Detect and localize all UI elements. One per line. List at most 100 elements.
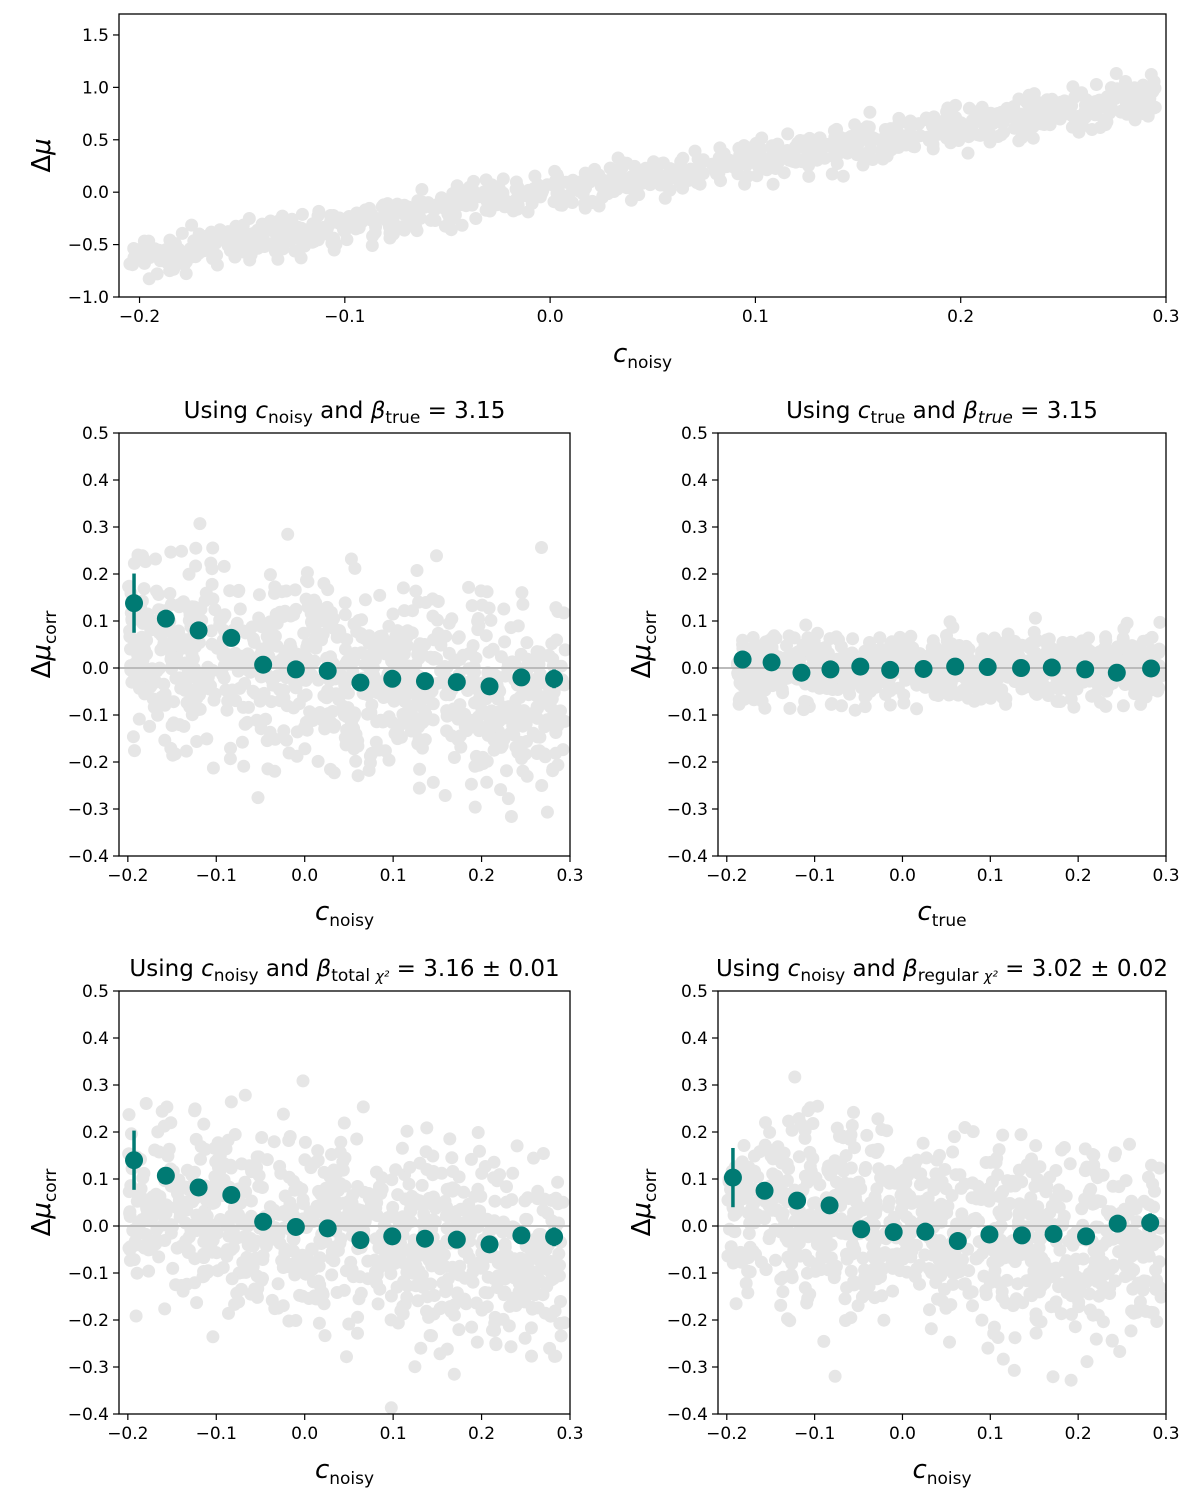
scatter-point <box>491 1269 505 1283</box>
scatter-point <box>906 650 920 664</box>
scatter-point <box>217 659 231 673</box>
scatter-point <box>522 183 535 197</box>
scatter-point <box>208 603 222 617</box>
scatter-point <box>166 1261 180 1275</box>
scatter-point <box>1105 1334 1119 1348</box>
scatter-point <box>440 1342 454 1356</box>
scatter-point <box>336 1155 350 1169</box>
scatter-point <box>1113 1345 1127 1358</box>
scatter-point <box>334 1135 348 1149</box>
scatter-point <box>370 1165 383 1179</box>
scatter-point <box>401 1279 415 1293</box>
scatter-point <box>362 1192 376 1205</box>
binned-point <box>383 669 402 688</box>
scatter-point <box>245 620 259 634</box>
scatter-point <box>282 746 296 760</box>
scatter-point <box>939 1182 953 1196</box>
scatter-point <box>340 723 354 737</box>
scatter-point <box>695 167 709 181</box>
y-tick-label: 0.3 <box>82 1076 109 1096</box>
scatter-point <box>1109 67 1123 80</box>
scatter-point <box>125 612 139 626</box>
panel-1: −0.2 −0.1 0.0 0.1 0.2 0.3−0.4−0.3−0.2−0.10.00… <box>27 398 584 931</box>
scatter-point <box>693 177 707 191</box>
scatter-point <box>659 179 673 193</box>
binned-marker <box>755 1181 774 1200</box>
scatter-cloud <box>721 1070 1166 1387</box>
scatter-point <box>235 735 249 749</box>
scatter-point <box>927 1201 941 1215</box>
scatter-point <box>270 616 284 630</box>
scatter-point <box>1021 1202 1035 1216</box>
scatter-point <box>181 666 195 680</box>
scatter-point <box>197 1269 211 1283</box>
scatter-point <box>126 730 140 744</box>
scatter-point <box>1153 615 1166 629</box>
scatter-point <box>244 1194 258 1208</box>
binned-marker <box>821 660 840 679</box>
y-tick-label: −0.3 <box>68 800 109 820</box>
y-axis-label: Δμ <box>27 138 57 172</box>
y-tick-label: 0.5 <box>681 982 708 1002</box>
x-tick-label: −0.1 <box>794 1424 835 1444</box>
scatter-point <box>273 1236 287 1250</box>
scatter-point <box>442 1182 455 1196</box>
scatter-point <box>128 744 141 758</box>
scatter-point <box>221 694 235 708</box>
scatter-point <box>434 638 448 652</box>
scatter-point <box>1015 131 1029 145</box>
scatter-point <box>217 230 231 244</box>
scatter-point <box>1060 1286 1074 1300</box>
y-tick-label: −0.4 <box>68 1405 109 1425</box>
binned-point <box>545 669 564 689</box>
scatter-point <box>430 613 444 627</box>
scatter-point <box>570 178 584 192</box>
scatter-point <box>413 762 427 776</box>
scatter-point <box>848 1141 861 1155</box>
scatter-point <box>783 701 797 715</box>
scatter-point <box>774 1225 788 1239</box>
binned-point <box>755 1181 774 1200</box>
scatter-point <box>189 640 202 653</box>
scatter-point <box>397 223 411 237</box>
scatter-point <box>280 733 293 747</box>
scatter-point <box>997 1199 1011 1212</box>
scatter-point <box>736 638 750 652</box>
scatter-point <box>866 1208 880 1222</box>
scatter-point <box>1146 644 1160 657</box>
scatter-point <box>239 1265 253 1279</box>
plot-area <box>119 1074 570 1414</box>
scatter-point <box>538 750 552 764</box>
scatter-point <box>995 666 1009 680</box>
scatter-point <box>254 240 268 253</box>
scatter-point <box>853 1200 867 1214</box>
binned-marker <box>1107 663 1126 682</box>
scatter-point <box>368 226 382 240</box>
scatter-point <box>1035 1251 1049 1265</box>
scatter-point <box>480 775 494 789</box>
scatter-point <box>237 759 251 773</box>
scatter-point <box>1066 80 1080 94</box>
x-tick-label: −0.1 <box>196 866 237 886</box>
scatter-point <box>808 650 822 664</box>
axes-frame <box>717 990 1167 1415</box>
scatter-point <box>620 181 634 195</box>
scatter-point <box>163 264 177 278</box>
scatter-point <box>324 650 337 664</box>
y-tick-label: 0.2 <box>82 1123 109 1143</box>
scatter-point <box>443 1132 457 1146</box>
scatter-point <box>256 1253 270 1266</box>
scatter-point <box>551 1175 565 1189</box>
scatter-point <box>856 679 870 693</box>
scatter-point <box>811 626 824 640</box>
scatter-point <box>272 1207 286 1221</box>
scatter-point <box>390 198 404 212</box>
scatter-point <box>556 743 570 757</box>
scatter-point <box>415 183 429 196</box>
scatter-point <box>254 722 268 736</box>
scatter-point <box>420 1163 434 1176</box>
scatter-point <box>319 690 333 704</box>
scatter-point <box>168 237 182 251</box>
scatter-point <box>833 1187 847 1201</box>
scatter-point <box>469 651 483 665</box>
